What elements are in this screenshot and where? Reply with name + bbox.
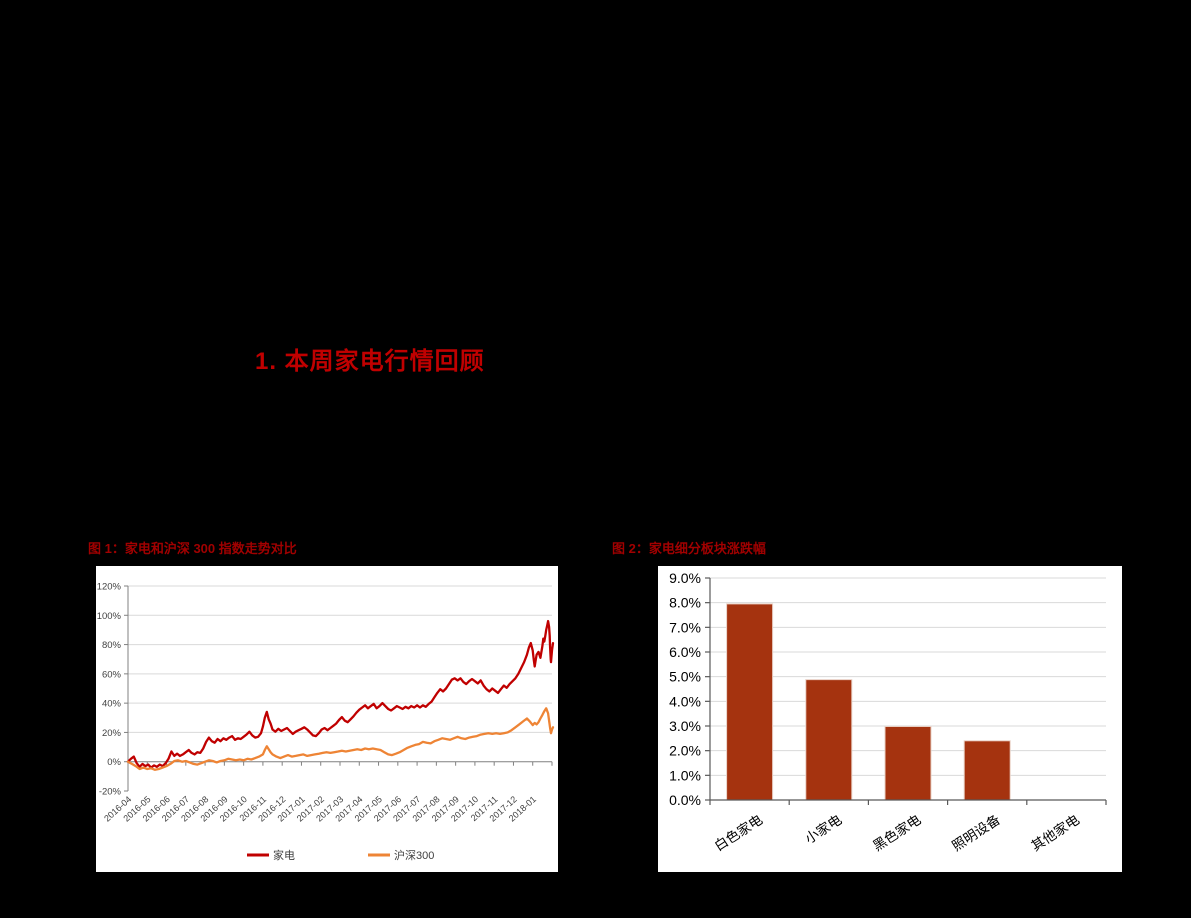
line-series-1 (126, 707, 555, 771)
svg-text:白色家电: 白色家电 (711, 811, 765, 854)
svg-text:60%: 60% (102, 669, 122, 680)
svg-text:黑色家电: 黑色家电 (870, 811, 924, 854)
svg-text:小家电: 小家电 (802, 811, 845, 846)
figure1-chart-panel: 120% 100% 80% 60% 40% 20% 0% -20% 2016-04 2016-05… (96, 566, 558, 872)
svg-text:沪深300: 沪深300 (394, 848, 434, 862)
bar-chart-subsector-change: 0.0% 1.0% 2.0% 3.0% 4.0% 5.0% 6.0% 7.0% 8.0% 9.0%… (669, 570, 1107, 854)
svg-text:1.0%: 1.0% (669, 767, 701, 783)
gridlines (710, 577, 1106, 776)
svg-text:家电: 家电 (273, 848, 295, 862)
svg-text:7.0%: 7.0% (669, 619, 701, 635)
bars (726, 603, 1011, 801)
svg-text:20%: 20% (102, 728, 122, 739)
svg-text:100%: 100% (97, 611, 122, 622)
svg-text:-20%: -20% (99, 787, 122, 798)
bar-0 (726, 603, 774, 801)
y-axis-labels: 120% 100% 80% 60% 40% 20% 0% -20% (97, 582, 122, 798)
bar-2 (884, 725, 932, 801)
line-series-0 (126, 619, 555, 769)
svg-text:3.0%: 3.0% (669, 718, 701, 734)
svg-text:0.0%: 0.0% (669, 792, 701, 808)
bar-3 (963, 740, 1011, 801)
svg-text:其他家电: 其他家电 (1028, 811, 1082, 854)
svg-text:照明设备: 照明设备 (949, 811, 1003, 854)
category-labels: 白色家电 小家电 黑色家电 照明设备 其他家电 (711, 811, 1082, 854)
svg-text:4.0%: 4.0% (669, 693, 701, 709)
svg-text:0%: 0% (107, 757, 121, 768)
svg-text:8.0%: 8.0% (669, 595, 701, 611)
svg-text:2.0%: 2.0% (669, 743, 701, 759)
section-heading: 1. 本周家电行情回顾 (255, 348, 485, 375)
legend: 家电 沪深300 (247, 848, 434, 862)
svg-text:9.0%: 9.0% (669, 570, 701, 586)
axes (705, 577, 1107, 805)
svg-text:6.0%: 6.0% (669, 644, 701, 660)
line-chart-appliance-vs-hs300: 120% 100% 80% 60% 40% 20% 0% -20%2016-042016-05… (97, 582, 555, 862)
axes (124, 585, 553, 792)
svg-text:80%: 80% (102, 640, 122, 651)
svg-text:120%: 120% (97, 582, 122, 593)
gridlines (128, 585, 552, 733)
svg-text:40%: 40% (102, 699, 122, 710)
x-axis-labels: 2016-042016-052016-062016-072016-082016-… (102, 794, 538, 824)
bar-1 (805, 679, 853, 801)
figure2-caption: 图 2：家电细分板块涨跌幅 (612, 541, 766, 556)
y-axis-labels: 0.0% 1.0% 2.0% 3.0% 4.0% 5.0% 6.0% 7.0% 8.0% 9.0% (669, 570, 701, 808)
figure2-chart-panel: 0.0% 1.0% 2.0% 3.0% 4.0% 5.0% 6.0% 7.0% 8.0% 9.0%… (658, 566, 1122, 872)
figure1-caption: 图 1：家电和沪深 300 指数走势对比 (88, 541, 297, 556)
svg-text:5.0%: 5.0% (669, 669, 701, 685)
